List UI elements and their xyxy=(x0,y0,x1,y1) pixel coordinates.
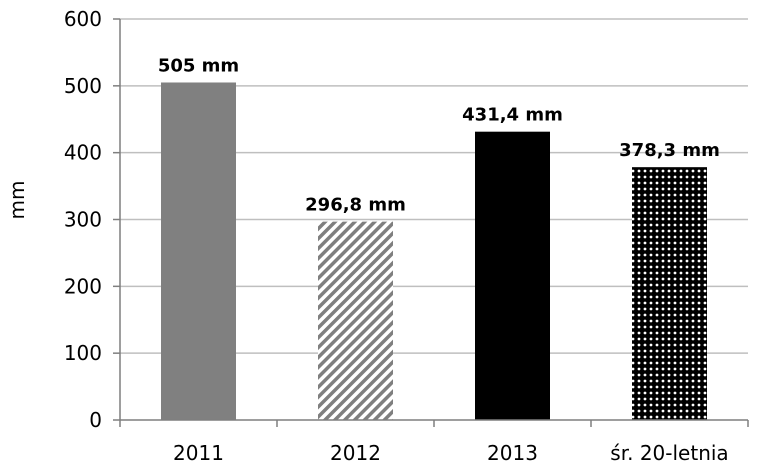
bars xyxy=(161,82,707,420)
y-tick-label: 400 xyxy=(64,141,102,165)
x-tick-label: śr. 20-letnia xyxy=(610,441,728,465)
y-tick-label: 0 xyxy=(89,408,102,432)
y-tick-label: 100 xyxy=(64,341,102,365)
bar xyxy=(475,131,550,420)
y-axis: 0 100 200 300 400 500 600 xyxy=(64,7,121,432)
y-axis-label: mm xyxy=(5,181,29,220)
bar xyxy=(632,167,707,420)
data-label: 378,3 mm xyxy=(619,140,720,161)
x-axis: 2011 2012 2013 śr. 20-letnia xyxy=(119,419,749,465)
data-label: 431,4 mm xyxy=(462,105,563,126)
data-label: 505 mm xyxy=(158,55,239,76)
x-tick-label: 2013 xyxy=(487,441,538,465)
bar xyxy=(318,221,393,420)
y-tick-label: 200 xyxy=(64,274,102,298)
data-labels: 505 mm 296,8 mm 431,4 mm 378,3 mm xyxy=(158,55,720,215)
x-tick-label: 2012 xyxy=(330,441,381,465)
data-label: 296,8 mm xyxy=(305,195,406,216)
bar xyxy=(161,82,236,420)
y-tick-label: 300 xyxy=(64,208,102,232)
x-tick-label: 2011 xyxy=(173,441,224,465)
y-tick-label: 600 xyxy=(64,7,102,31)
y-tick-label: 500 xyxy=(64,74,102,98)
